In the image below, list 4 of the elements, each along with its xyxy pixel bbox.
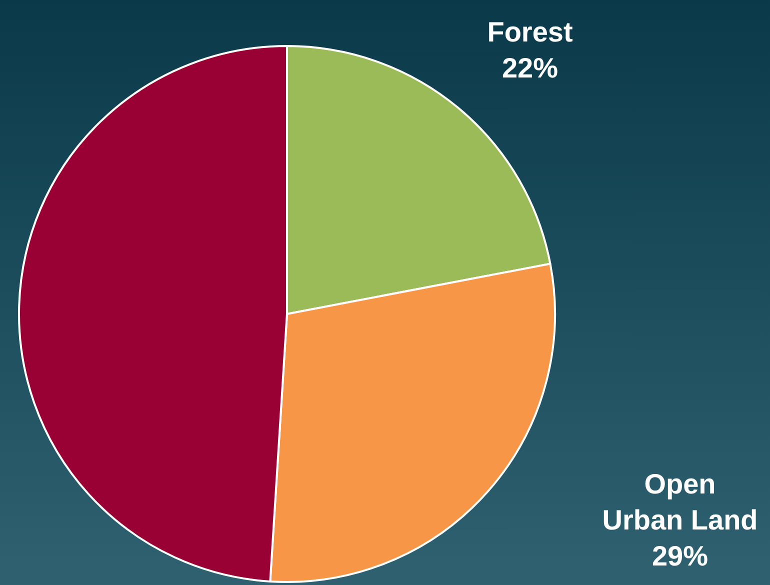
- data-label: 22%: [502, 52, 558, 84]
- slice-label: Open Urban Land: [602, 468, 758, 536]
- data-label: 29%: [652, 540, 708, 572]
- slice-label: Forest: [487, 16, 573, 48]
